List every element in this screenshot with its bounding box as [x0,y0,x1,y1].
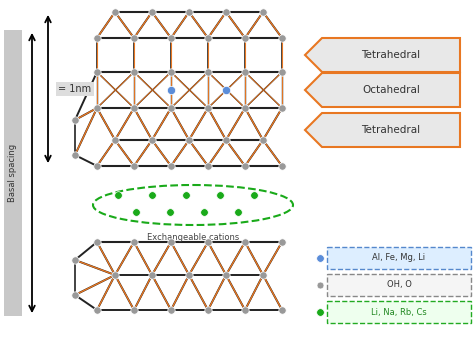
Point [204,239,212,245]
Point [278,239,286,245]
FancyBboxPatch shape [327,301,471,323]
Point [111,137,119,143]
Text: Li, Na, Rb, Cs: Li, Na, Rb, Cs [371,308,427,317]
Point [259,9,267,15]
Point [204,307,212,313]
Point [204,163,212,169]
Point [132,209,140,215]
Text: = 1nm: = 1nm [58,84,91,94]
Point [222,87,230,93]
Point [278,307,286,313]
Text: Al, Fe, Mg, Li: Al, Fe, Mg, Li [373,254,426,263]
Point [316,282,324,288]
Bar [4,30,22,316]
Point [259,272,267,278]
Point [93,307,101,313]
Point [93,105,101,111]
Point [167,239,175,245]
Point [234,209,242,215]
Polygon shape [305,113,460,147]
Point [167,307,175,313]
Point [185,9,193,15]
Point [93,239,101,245]
Point [167,105,175,111]
Point [316,255,324,261]
Text: Basal spacing: Basal spacing [9,144,18,202]
Point [185,272,193,278]
Point [222,137,230,143]
Point [71,152,79,158]
FancyBboxPatch shape [327,247,471,269]
Point [71,257,79,263]
Text: Tetrahedral: Tetrahedral [362,125,420,135]
Point [166,209,174,215]
Point [114,192,122,198]
Point [278,163,286,169]
Point [148,137,156,143]
Point [241,307,249,313]
Polygon shape [305,73,460,107]
Point [71,292,79,298]
Point [204,105,212,111]
Point [259,137,267,143]
Point [71,117,79,123]
Point [241,163,249,169]
Point [93,35,101,41]
Point [200,209,208,215]
Point [241,239,249,245]
Point [316,309,324,315]
Point [111,9,119,15]
Point [93,163,101,169]
Point [250,192,258,198]
Point [130,307,138,313]
Point [278,69,286,75]
Text: Tetrahedral: Tetrahedral [362,50,420,60]
Point [130,239,138,245]
Point [130,35,138,41]
Text: Octahedral: Octahedral [362,85,420,95]
Point [167,35,175,41]
Text: Exchangeable cations: Exchangeable cations [147,233,239,242]
Point [204,69,212,75]
Point [130,163,138,169]
Point [241,69,249,75]
Point [216,192,224,198]
Point [182,192,190,198]
Point [93,69,101,75]
Point [167,87,175,93]
Point [130,105,138,111]
Point [130,69,138,75]
Point [278,35,286,41]
Point [148,272,156,278]
Point [167,69,175,75]
Point [241,105,249,111]
FancyBboxPatch shape [327,274,471,296]
Point [148,9,156,15]
Text: OH, O: OH, O [387,281,411,290]
Point [222,9,230,15]
Point [185,137,193,143]
Point [204,35,212,41]
Point [241,35,249,41]
Point [167,163,175,169]
Point [222,272,230,278]
Point [111,272,119,278]
Point [278,105,286,111]
Polygon shape [305,38,460,72]
Point [148,192,156,198]
